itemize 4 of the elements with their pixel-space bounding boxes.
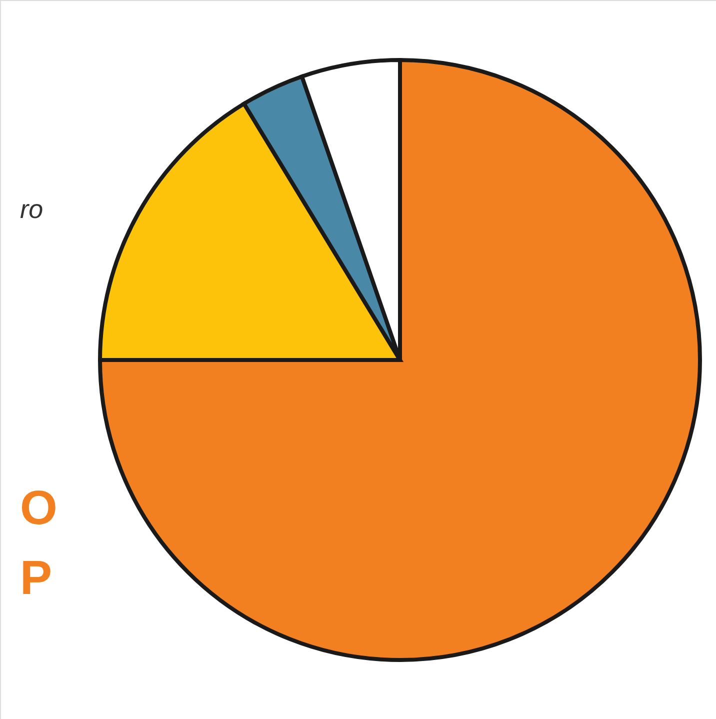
text: ro (20, 194, 44, 224)
text: O (20, 482, 58, 535)
text: P (20, 552, 52, 605)
pie-slice (98, 58, 702, 662)
